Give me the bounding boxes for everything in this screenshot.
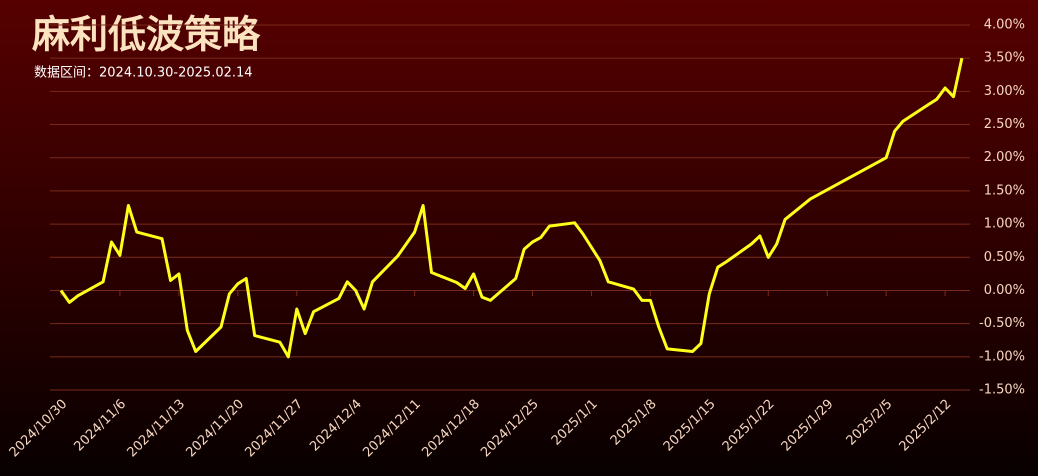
y-tick-label: -1.50% xyxy=(979,383,1025,398)
y-tick-label: 3.50% xyxy=(984,51,1025,66)
y-tick-label: -0.50% xyxy=(979,316,1025,331)
y-tick-label: 2.50% xyxy=(984,117,1025,132)
y-tick-label: -1.00% xyxy=(979,349,1025,364)
y-tick-label: 3.00% xyxy=(984,84,1025,99)
y-tick-label: 2.00% xyxy=(984,150,1025,165)
y-tick-label: 0.50% xyxy=(984,250,1025,265)
y-tick-label: 0.00% xyxy=(984,283,1025,298)
chart-title: 麻利低波策略 xyxy=(32,12,261,57)
y-tick-label: 4.00% xyxy=(984,18,1025,33)
y-tick-label: 1.50% xyxy=(984,183,1025,198)
y-tick-label: 1.00% xyxy=(984,217,1025,232)
line xyxy=(59,57,964,359)
chart-subtitle: 数据区间：2024.10.30-2025.02.14 xyxy=(34,66,253,81)
